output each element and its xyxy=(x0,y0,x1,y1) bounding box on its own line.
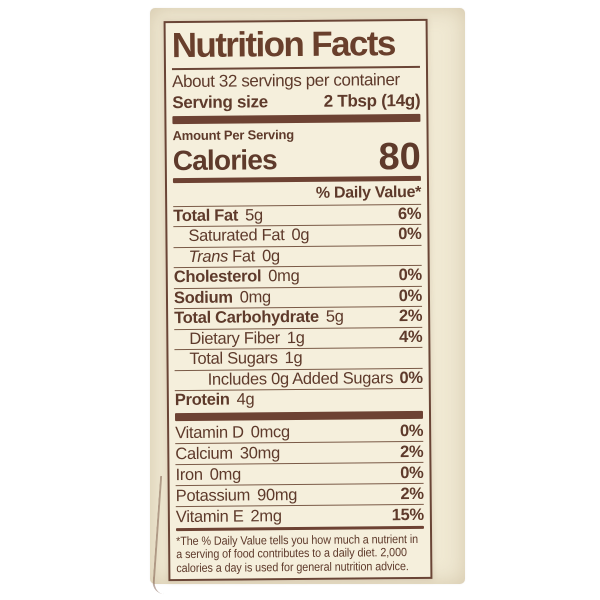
nutrition-facts-label: Nutrition Facts About 32 servings per co… xyxy=(163,18,433,582)
nutrient-name: Includes 0g Added Sugars xyxy=(207,368,394,389)
nutrient-name: Fat xyxy=(231,247,256,266)
vitamin-amount: 0mcg xyxy=(250,422,290,442)
nutrient-amount: 5g xyxy=(245,206,263,225)
nutrient-row-dietary-fiber: Dietary Fiber 1g 4% xyxy=(174,326,423,350)
serving-size-label: Serving size xyxy=(172,92,268,113)
daily-value-footnote: *The % Daily Value tells you how much a … xyxy=(176,530,424,575)
nutrient-name: Total Carbohydrate xyxy=(174,308,319,328)
nutrient-dv: 4% xyxy=(398,327,423,346)
vitamin-amount: 90mg xyxy=(256,485,298,505)
nutrient-dv: 6% xyxy=(397,204,422,223)
nutrient-row-added-sugars: Includes 0g Added Sugars 0% xyxy=(174,367,423,391)
nutrient-name-italic: Trans xyxy=(188,247,229,266)
nutrient-name: Saturated Fat xyxy=(188,226,285,246)
section-bar-vitamins xyxy=(174,410,424,421)
vitamin-amount: 2mg xyxy=(250,506,282,526)
serving-size-row: Serving size 2 Tbsp (14g) xyxy=(172,90,420,113)
nutrient-dv: 0% xyxy=(398,286,423,305)
vitamin-name: Vitamin E xyxy=(175,507,244,526)
vitamin-row-calcium: Calcium 30mg 2% xyxy=(175,440,424,464)
nutrient-dv: 0% xyxy=(399,368,423,387)
label-title: Nutrition Facts xyxy=(171,24,395,66)
vitamin-dv: 15% xyxy=(391,505,424,525)
nutrient-name: Total Sugars xyxy=(189,349,278,369)
nutrient-name: Sodium xyxy=(173,288,233,307)
nutrient-row-total-fat: Total Fat 5g 6% xyxy=(173,203,422,227)
nutrient-row-protein: Protein 4g xyxy=(174,388,423,411)
nutrient-amount: 0g xyxy=(291,226,310,245)
vitamin-dv: 0% xyxy=(400,463,424,482)
servings-per-container: About 32 servings per container xyxy=(172,70,400,92)
vitamin-dv: 2% xyxy=(400,484,424,503)
nutrient-dv: 2% xyxy=(398,307,423,326)
nutrient-name: Total Fat xyxy=(173,206,239,225)
vitamin-name: Potassium xyxy=(175,486,251,505)
nutrient-row-total-carbohydrate: Total Carbohydrate 5g 2% xyxy=(174,306,423,329)
vitamin-dv: 0% xyxy=(399,421,424,440)
nutrient-amount: 1g xyxy=(284,349,303,368)
vitamin-amount: 30mg xyxy=(239,443,280,463)
nutrient-row-total-sugars: Total Sugars 1g xyxy=(174,347,423,370)
vitamin-row-vitamin-d: Vitamin D 0mcg 0% xyxy=(175,421,423,443)
vitamin-name: Calcium xyxy=(175,444,233,463)
vitamin-name: Vitamin D xyxy=(175,423,244,442)
nutrient-row-sodium: Sodium 0mg 0% xyxy=(173,285,423,309)
nutrient-amount: 4g xyxy=(236,390,255,409)
nutrient-amount: 0g xyxy=(261,246,280,266)
nutrient-row-trans-fat: Trans Fat 0g xyxy=(173,244,422,268)
serving-size-value: 2 Tbsp (14g) xyxy=(323,90,421,111)
nutrient-row-saturated-fat: Saturated Fat 0g 0% xyxy=(173,224,422,247)
vitamin-row-potassium: Potassium 90mg 2% xyxy=(175,482,424,506)
nutrient-amount: 1g xyxy=(286,328,305,347)
footnote-line: calories a day is used for general nutri… xyxy=(176,558,409,575)
nutrient-amount: 0mg xyxy=(268,267,300,286)
calories-label: Calories xyxy=(172,144,278,177)
nutrient-dv: 0% xyxy=(398,225,422,244)
vitamin-name: Iron xyxy=(175,465,203,484)
calories-row: Calories 80 xyxy=(172,135,421,179)
nutrient-name: Cholesterol xyxy=(173,267,262,287)
product-package: Nutrition Facts About 32 servings per co… xyxy=(150,8,465,595)
nutrient-dv: 0% xyxy=(398,266,422,285)
daily-value-header: % Daily Value* xyxy=(315,183,422,202)
vitamin-amount: 0mg xyxy=(209,465,242,484)
nutrient-row-cholesterol: Cholesterol 0mg 0% xyxy=(173,265,422,288)
calories-value: 80 xyxy=(378,135,421,179)
vitamin-row-iron: Iron 0mg 0% xyxy=(175,461,424,485)
section-bar-top xyxy=(172,113,421,125)
nutrient-name: Dietary Fiber xyxy=(189,328,280,348)
vitamin-dv: 2% xyxy=(400,442,424,461)
nutrient-amount: 0mg xyxy=(239,288,271,307)
nutrient-amount: 5g xyxy=(325,307,344,327)
vitamin-row-vitamin-e: Vitamin E 2mg 15% xyxy=(175,503,424,527)
nutrient-name: Protein xyxy=(174,390,230,410)
